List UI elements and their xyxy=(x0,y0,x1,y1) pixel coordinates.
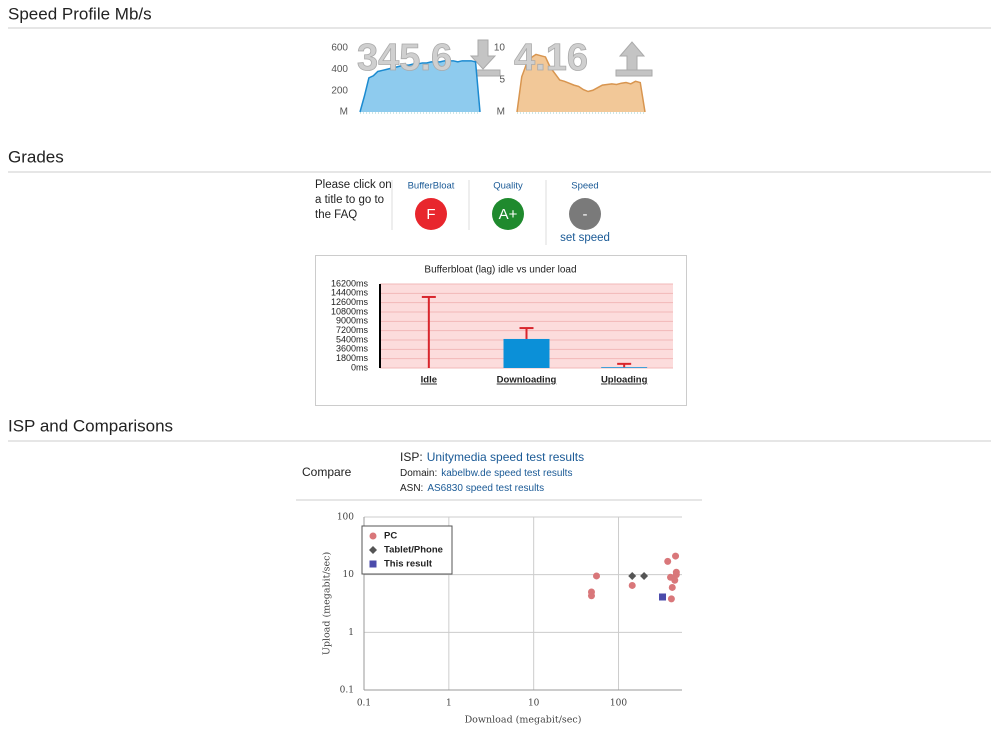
section-title: Grades xyxy=(8,147,64,166)
y-tick-label: 0.1 xyxy=(340,686,354,696)
grade-title[interactable]: BufferBloat xyxy=(408,181,455,192)
isp-line: Domain: kabelbw.de speed test results xyxy=(400,468,572,479)
grade-title[interactable]: Speed xyxy=(571,181,598,192)
point xyxy=(667,595,675,603)
y-tick-label: 10800ms xyxy=(331,306,369,316)
point xyxy=(664,557,672,565)
legend-marker xyxy=(369,560,377,568)
speed-value: 345.6 xyxy=(357,37,452,79)
isp-line: ASN: AS6830 speed test results xyxy=(400,483,544,494)
point xyxy=(672,571,680,579)
area-line xyxy=(359,60,481,113)
point xyxy=(672,552,680,560)
grade-value: - xyxy=(583,206,588,223)
y-tick-label: 600 xyxy=(331,43,348,54)
y-tick-label: 5400ms xyxy=(336,334,369,344)
isp-label: ASN: xyxy=(400,483,423,494)
isp-link[interactable]: kabelbw.de speed test results xyxy=(441,468,572,479)
error-bar xyxy=(617,362,632,368)
compare-label: Compare xyxy=(302,465,352,479)
area-fill xyxy=(517,54,645,112)
y-tick-label: 400 xyxy=(331,64,348,75)
area-line xyxy=(516,53,646,113)
x-tick-label: 0.1 xyxy=(357,699,371,709)
y-tick-label: M xyxy=(497,107,505,118)
y-tick-label: 16200ms xyxy=(331,278,369,288)
grade-badge xyxy=(569,198,601,230)
legend-marker xyxy=(369,532,377,540)
legend-marker xyxy=(369,546,377,554)
upload-icon xyxy=(615,41,653,77)
x-tick-label: Idle xyxy=(421,375,437,386)
chart-title: Bufferbloat (lag) idle vs under load xyxy=(424,265,576,276)
point xyxy=(659,593,667,601)
y-tick-label: 1800ms xyxy=(336,353,369,363)
x-tick-label: 10 xyxy=(528,699,540,709)
isp-label: Domain: xyxy=(400,468,437,479)
y-tick-label: 14400ms xyxy=(331,288,369,298)
point xyxy=(587,592,595,600)
point xyxy=(668,583,676,591)
speed-value: 4.16 xyxy=(514,37,588,79)
x-axis-title: Download (megabit/sec) xyxy=(465,715,582,726)
y-tick-label: 7200ms xyxy=(336,325,369,335)
grade-value: F xyxy=(426,206,435,223)
y-tick-label: 3600ms xyxy=(336,344,369,354)
point xyxy=(671,576,679,584)
y-tick-label: 100 xyxy=(337,513,354,523)
legend-label: This result xyxy=(384,559,433,570)
x-tick-label: Downloading xyxy=(497,375,557,386)
isp-link[interactable]: Unitymedia speed test results xyxy=(427,450,584,464)
error-bar xyxy=(421,295,436,368)
y-tick-label: 1 xyxy=(348,628,354,638)
y-tick-label: 9000ms xyxy=(336,316,369,326)
point xyxy=(628,571,637,580)
x-tick-label: 100 xyxy=(610,699,627,709)
point xyxy=(592,572,600,580)
y-tick-label: 200 xyxy=(331,85,348,96)
grade-badge xyxy=(415,198,447,230)
legend-label: PC xyxy=(384,531,397,542)
x-tick-label: Uploading xyxy=(601,375,648,386)
bar xyxy=(503,338,550,368)
y-tick-label: M xyxy=(340,107,348,118)
error-bar xyxy=(519,327,534,339)
download-icon xyxy=(465,39,501,77)
isp-line: ISP: Unitymedia speed test results xyxy=(400,450,584,464)
separators xyxy=(391,180,547,245)
note-box: Please click on a title to go to the FAQ xyxy=(315,179,392,221)
set-speed-link[interactable]: set speed xyxy=(560,232,610,244)
point xyxy=(640,571,649,580)
bufferbloat-box xyxy=(315,255,687,406)
legend-label: Tablet/Phone xyxy=(384,545,443,556)
y-axis-title: Upload (megabit/sec) xyxy=(322,552,333,655)
x-tick-label: 1 xyxy=(446,699,452,709)
y-tick-label: 10 xyxy=(494,43,506,54)
section-title: ISP and Comparisons xyxy=(8,416,173,435)
point xyxy=(628,581,636,589)
y-tick-label: 5 xyxy=(499,75,505,86)
isp-link[interactable]: AS6830 speed test results xyxy=(427,483,544,494)
y-tick-label: 10 xyxy=(343,570,355,580)
grade-badge xyxy=(492,198,524,230)
section-title: Speed Profile Mb/s xyxy=(8,4,152,23)
grade-value: A+ xyxy=(499,206,518,223)
isp-label: ISP: xyxy=(400,450,423,464)
y-tick-label: 0ms xyxy=(351,362,369,372)
y-tick-label: 12600ms xyxy=(331,297,369,307)
grade-title[interactable]: Quality xyxy=(493,181,523,192)
bar xyxy=(601,367,648,368)
grades-note: Please click on a title to go to the FAQ xyxy=(315,179,392,221)
area-fill xyxy=(360,60,480,112)
